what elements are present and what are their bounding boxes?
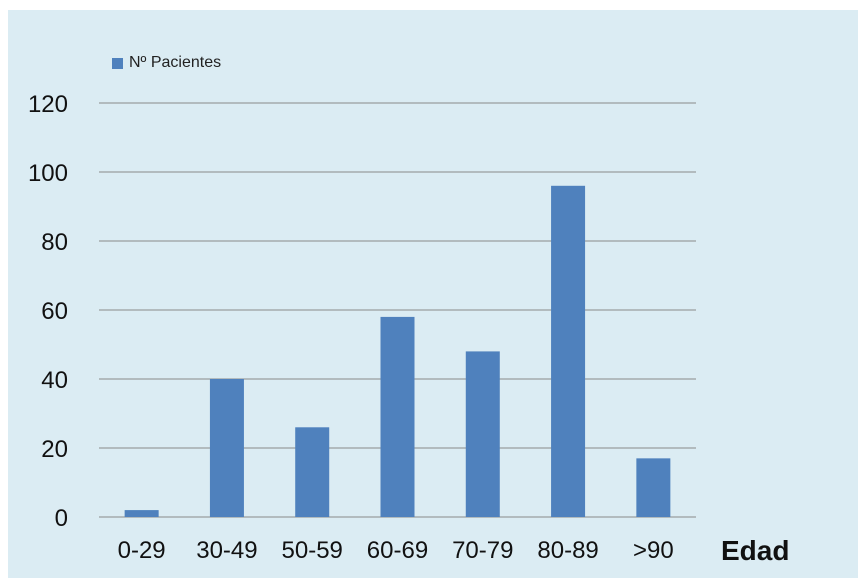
bar: [124, 510, 159, 517]
legend-label: Nº Pacientes: [129, 54, 222, 71]
x-tick-label: >90: [633, 537, 674, 564]
y-tick-label: 20: [41, 436, 68, 463]
y-tick-label: 60: [41, 298, 68, 325]
y-tick-label: 120: [28, 91, 68, 118]
y-tick-label: 40: [41, 367, 68, 394]
legend: Nº Pacientes: [112, 54, 221, 72]
y-tick-label: 100: [28, 160, 68, 187]
x-tick-label: 80-89: [537, 537, 598, 564]
x-tick-label: 0-29: [118, 537, 166, 564]
bar-chart: 0 20 40 60 80 100 120 0-29 30-49 50-59 60-69 70-79 8…: [28, 91, 790, 566]
x-axis-label: Edad: [721, 535, 789, 566]
bar: [465, 351, 500, 517]
bar: [551, 185, 586, 518]
bar: [380, 316, 415, 517]
bar: [209, 379, 244, 517]
x-tick-label: 60-69: [367, 537, 428, 564]
y-tick-label: 80: [41, 229, 68, 256]
bar: [295, 427, 330, 517]
x-tick-label: 70-79: [452, 537, 513, 564]
legend-swatch: [112, 57, 123, 69]
bar: [636, 458, 671, 517]
x-tick-label: 50-59: [282, 537, 343, 564]
y-tick-label: 0: [55, 505, 68, 532]
chart-panel: Nº Pacientes 0 20 40 60 80 100 120 0-29 30-49 50-…: [8, 10, 858, 578]
x-tick-label: 30-49: [196, 537, 257, 564]
